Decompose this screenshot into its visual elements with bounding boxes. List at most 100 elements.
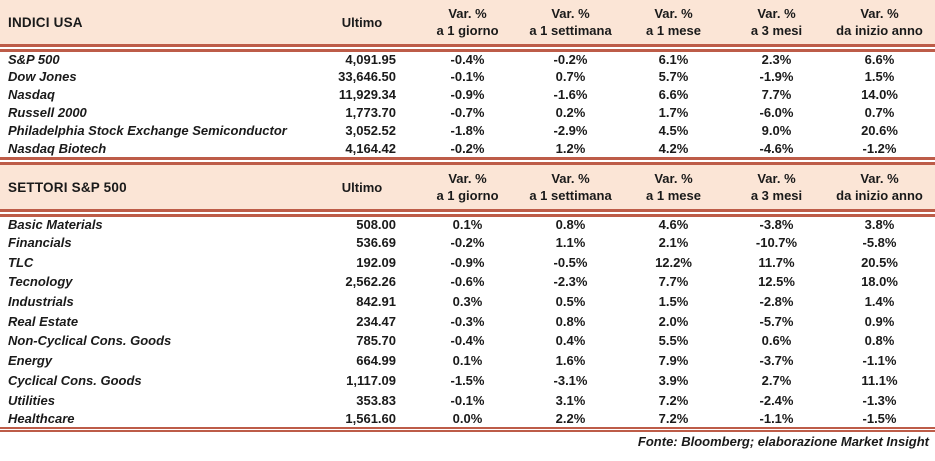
var-label: Var. % <box>654 6 693 21</box>
ultimo-value: 842.91 <box>356 294 396 310</box>
var-value: -1.2% <box>862 140 897 156</box>
var-value: -2.9% <box>553 122 588 138</box>
ultimo-value: 2,562.26 <box>345 274 396 290</box>
var-value: 4.5% <box>658 122 689 138</box>
var-value: 1.7% <box>658 104 689 120</box>
column-header-var-1-giorno: Var. % a 1 giorno <box>420 0 523 52</box>
var-value: 9.0% <box>761 122 792 138</box>
var-value: 7.7% <box>761 86 792 102</box>
indici-usa-header-row: INDICI USA Ultimo Var. % a 1 giorno Var.… <box>0 0 935 52</box>
table-row: Healthcare 1,561.60 0.0% 2.2% 7.2% -1.1% -1.5% <box>0 409 935 433</box>
var-value: 1.4% <box>864 294 895 310</box>
var-value: 5.7% <box>658 68 689 84</box>
var-value: 7.9% <box>658 353 689 369</box>
row-label: Energy <box>8 353 53 369</box>
ultimo-value: 536.69 <box>356 235 396 251</box>
row-label: Nasdaq <box>8 86 55 102</box>
var-value: -1.1% <box>729 409 832 433</box>
table-row: Nasdaq Biotech 4,164.42 -0.2% 1.2% 4.2% -4.6%… <box>0 139 935 157</box>
var-value: -1.6% <box>553 86 588 102</box>
indici-usa-body: S&P 500 4,091.95 -0.4% -0.2% 6.1% 2.3% 6.6% Dow… <box>0 48 935 157</box>
var-value: 7.7% <box>658 274 689 290</box>
var-value: 6.1% <box>658 52 689 67</box>
var-value: -0.9% <box>450 86 485 102</box>
var-value: -0.7% <box>450 104 485 120</box>
period-label: a 1 mese <box>646 23 701 38</box>
var-value: -10.7% <box>755 235 798 251</box>
var-value: 0.8% <box>555 313 586 329</box>
ultimo-value: 192.09 <box>356 254 396 270</box>
var-value: -1.3% <box>862 392 897 408</box>
row-label: Philadelphia Stock Exchange Semiconducto… <box>8 122 287 138</box>
var-label: Var. % <box>448 171 487 186</box>
var-value: 1.6% <box>555 353 586 369</box>
row-label: TLC <box>8 254 34 270</box>
var-label: Var. % <box>551 6 590 21</box>
var-value: 0.8% <box>864 333 895 349</box>
ultimo-value: 1,773.70 <box>345 104 396 120</box>
var-label: Var. % <box>757 6 796 21</box>
period-label: da inizio anno <box>836 188 923 203</box>
var-value: 4.6% <box>658 217 689 233</box>
column-header-var-inizio-anno: Var. % da inizio anno <box>832 157 935 217</box>
var-value: 20.6% <box>861 122 898 138</box>
settori-sp500-header-row: SETTORI S&P 500 Ultimo Var. % a 1 giorno… <box>0 157 935 217</box>
var-value: 0.6% <box>761 333 792 349</box>
row-label: Healthcare <box>0 409 332 433</box>
var-value: -1.8% <box>450 122 485 138</box>
ultimo-value: 1,561.60 <box>332 409 420 433</box>
table-row: Non-Cyclical Cons. Goods 785.70 -0.4% 0.4% 5… <box>0 331 935 351</box>
var-value: -0.5% <box>553 254 588 270</box>
var-label: Var. % <box>654 171 693 186</box>
row-label: Industrials <box>8 294 74 310</box>
indici-usa-title: INDICI USA <box>0 0 332 52</box>
row-label: Dow Jones <box>8 68 77 84</box>
table-row: Russell 2000 1,773.70 -0.7% 0.2% 1.7% -6.0% 0.… <box>0 103 935 121</box>
var-value: -0.3% <box>450 313 485 329</box>
var-value: -6.0% <box>759 104 794 120</box>
var-value: 7.2% <box>626 409 729 433</box>
var-value: 11.7% <box>758 254 795 270</box>
row-label: Tecnology <box>8 274 73 290</box>
ultimo-value: 785.70 <box>356 333 396 349</box>
period-label: a 1 settimana <box>529 23 612 38</box>
ultimo-value: 234.47 <box>356 313 396 329</box>
var-value: -5.7% <box>759 313 794 329</box>
var-value: 3.1% <box>555 392 586 408</box>
table-row: Utilities 353.83 -0.1% 3.1% 7.2% -2.4% -1.3% <box>0 390 935 410</box>
var-value: -0.2% <box>450 235 485 251</box>
column-header-var-1-giorno: Var. % a 1 giorno <box>420 157 523 217</box>
var-value: 1.2% <box>555 140 586 156</box>
settori-sp500-title: SETTORI S&P 500 <box>0 157 332 217</box>
var-value: 1.5% <box>658 294 689 310</box>
ultimo-value: 508.00 <box>356 217 396 233</box>
period-label: a 1 giorno <box>436 188 499 203</box>
var-value: 4.2% <box>658 140 689 156</box>
var-value: 1.5% <box>864 68 895 84</box>
var-label: Var. % <box>448 6 487 21</box>
var-value: 20.5% <box>861 254 898 270</box>
row-label: Real Estate <box>8 313 79 329</box>
table-row: TLC 192.09 -0.9% -0.5% 12.2% 11.7% 20.5% <box>0 252 935 272</box>
row-label: Utilities <box>8 392 55 408</box>
var-value: -3.8% <box>759 217 794 233</box>
var-value: 12.2% <box>655 254 692 270</box>
var-value: -0.4% <box>450 52 485 67</box>
var-value: -1.1% <box>862 353 897 369</box>
var-value: 18.0% <box>861 274 898 290</box>
column-header-var-1-settimana: Var. % a 1 settimana <box>523 157 626 217</box>
settori-sp500-body: Basic Materials 508.00 0.1% 0.8% 4.6% -3.8% 3.… <box>0 213 935 433</box>
column-header-ultimo: Ultimo <box>332 0 420 52</box>
ultimo-value: 4,164.42 <box>345 140 396 156</box>
table-row: Nasdaq 11,929.34 -0.9% -1.6% 6.6% 7.7% 14.0% <box>0 85 935 103</box>
var-value: -0.6% <box>450 274 485 290</box>
period-label: da inizio anno <box>836 23 923 38</box>
var-value: 2.3% <box>761 52 792 67</box>
row-label: S&P 500 <box>8 52 60 67</box>
ultimo-value: 1,117.09 <box>346 372 396 388</box>
var-value: -1.5% <box>450 372 485 388</box>
var-value: -0.2% <box>553 52 588 67</box>
var-value: 0.3% <box>452 294 483 310</box>
var-value: 2.0% <box>658 313 689 329</box>
var-value: 0.7% <box>555 68 586 84</box>
